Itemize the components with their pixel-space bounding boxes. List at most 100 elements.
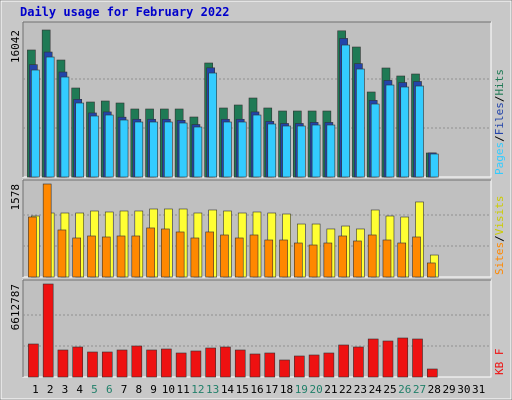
- bar: [75, 102, 85, 178]
- x-tick-label: 18: [280, 383, 293, 396]
- x-tick-label: 4: [76, 383, 83, 396]
- bar: [190, 237, 200, 278]
- x-tick-label: 7: [121, 383, 128, 396]
- bar: [60, 76, 70, 178]
- bar: [205, 347, 216, 378]
- bar: [279, 239, 288, 278]
- bar: [175, 231, 185, 278]
- bar: [134, 121, 144, 178]
- legend-separator: /: [493, 235, 506, 242]
- legend: Sites/Visits: [493, 196, 506, 276]
- bar: [28, 343, 39, 378]
- bar: [31, 69, 40, 178]
- bar: [279, 359, 290, 378]
- bar: [249, 353, 261, 378]
- bar: [382, 239, 392, 278]
- bar: [164, 121, 173, 178]
- bar: [294, 355, 305, 378]
- bar: [234, 237, 244, 278]
- x-tick-label: 26: [398, 383, 411, 396]
- x-tick-label: 31: [472, 383, 485, 396]
- legend-separator: /: [493, 96, 506, 103]
- bar: [42, 283, 54, 378]
- bar: [264, 239, 274, 278]
- bar: [223, 121, 232, 178]
- bar: [338, 344, 349, 378]
- y-tick-label: 6612787: [9, 284, 22, 330]
- bar: [249, 234, 259, 278]
- chart-title: Daily usage for February 2022: [20, 5, 230, 19]
- bar: [397, 242, 407, 278]
- bar: [297, 125, 306, 178]
- x-tick-label: 28: [428, 383, 441, 396]
- x-tick-label: 21: [324, 383, 337, 396]
- bar: [415, 85, 424, 178]
- bar: [237, 121, 247, 178]
- bar: [341, 44, 350, 178]
- bar: [161, 348, 172, 378]
- y-tick-label: 16042: [9, 30, 22, 63]
- legend-entry: KB F: [493, 349, 506, 376]
- bar: [87, 235, 96, 278]
- x-tick-label: 11: [177, 383, 190, 396]
- x-tick-label: 12: [191, 383, 204, 396]
- x-tick-label: 24: [369, 383, 383, 396]
- bar: [178, 122, 188, 178]
- x-tick-label: 2: [47, 383, 54, 396]
- x-tick-label: 25: [383, 383, 396, 396]
- bar: [308, 354, 320, 378]
- x-tick-label: 13: [206, 383, 219, 396]
- bar: [131, 235, 141, 278]
- x-tick-label: 16: [250, 383, 263, 396]
- bar: [208, 72, 217, 178]
- legend-separator: /: [493, 135, 506, 142]
- bar: [28, 216, 37, 278]
- legend-entry: Sites: [493, 242, 506, 275]
- bar: [426, 368, 438, 378]
- bar: [397, 337, 409, 378]
- bar: [252, 114, 262, 178]
- bar: [190, 350, 202, 378]
- legend-entry: Visits: [493, 196, 506, 236]
- x-tick-label: 22: [339, 383, 352, 396]
- bar: [385, 84, 395, 178]
- x-tick-label: 10: [162, 383, 175, 396]
- bar: [104, 114, 114, 178]
- x-tick-label: 29: [442, 383, 455, 396]
- bar: [101, 236, 111, 278]
- x-tick-label: 6: [106, 383, 113, 396]
- x-tick-label: 27: [413, 383, 426, 396]
- x-tick-label: 19: [295, 383, 308, 396]
- x-tick-label: 30: [457, 383, 470, 396]
- bar: [308, 244, 318, 278]
- legend-entry: Hits: [493, 69, 506, 96]
- bar: [323, 352, 335, 378]
- bar: [367, 234, 377, 278]
- x-tick-label: 17: [265, 383, 278, 396]
- x-tick-label: 23: [354, 383, 367, 396]
- bar: [353, 240, 362, 278]
- bar: [220, 346, 231, 378]
- bar: [90, 115, 99, 178]
- bar: [57, 349, 69, 378]
- bar: [264, 352, 276, 378]
- bar: [367, 338, 379, 378]
- legend: KB F: [493, 349, 506, 376]
- bar: [119, 119, 129, 178]
- bar: [294, 242, 303, 278]
- bar: [72, 237, 82, 278]
- bar: [87, 351, 98, 378]
- bar: [42, 183, 52, 278]
- x-tick-label: 5: [91, 383, 98, 396]
- bar: [267, 123, 277, 178]
- bar: [382, 340, 394, 378]
- bar: [323, 242, 333, 278]
- bar: [311, 124, 321, 178]
- bar: [234, 349, 246, 378]
- bar: [412, 236, 421, 278]
- x-tick-label: 14: [221, 383, 235, 396]
- bar: [161, 228, 170, 278]
- bar: [353, 346, 364, 378]
- bar: [116, 235, 126, 278]
